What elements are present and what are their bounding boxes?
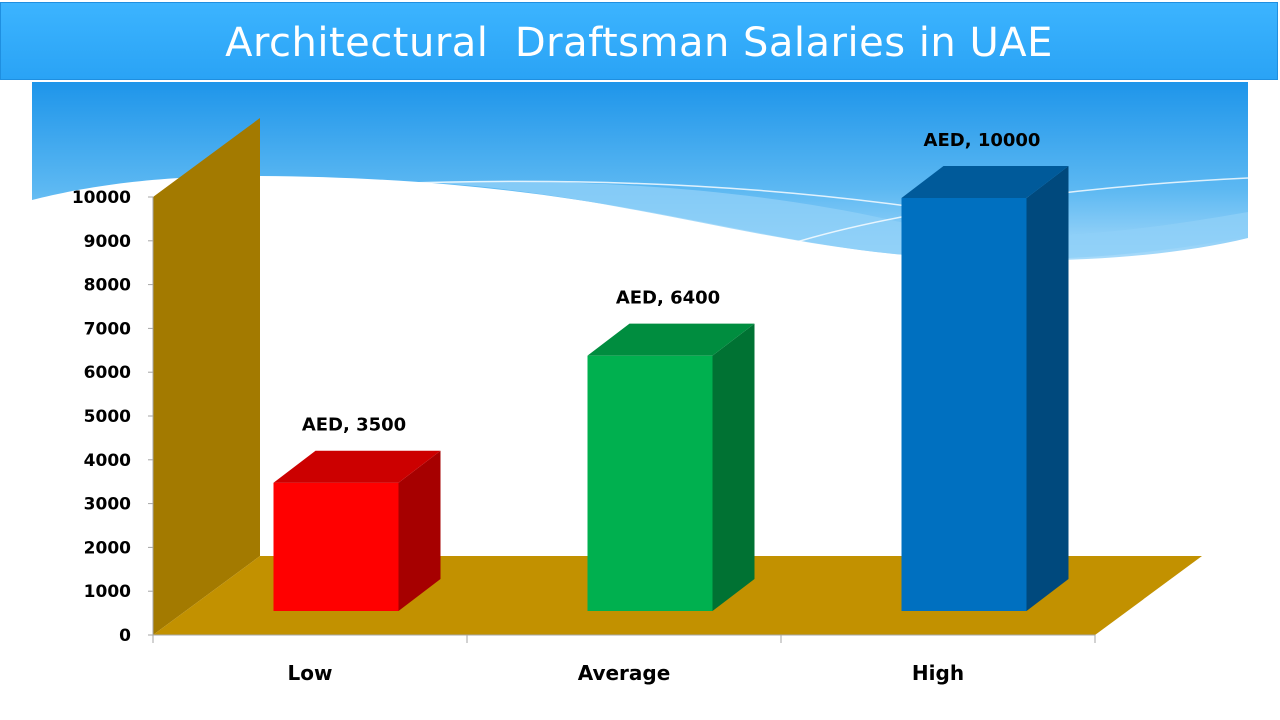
y-tick-label: 3000	[84, 495, 131, 515]
y-axis: 0 1000 2000 3000 4000 5000 6000 7000 8000 9000 100…	[72, 188, 154, 646]
bar-side	[1026, 166, 1069, 611]
x-category-label: Low	[288, 661, 333, 685]
bar-side	[712, 323, 755, 611]
bar-top	[587, 323, 755, 356]
chart-title: Architectural Draftsman Salaries in UAE	[225, 20, 1053, 66]
y-tick-label: 10000	[72, 188, 131, 208]
title-banner: Architectural Draftsman Salaries in UAE	[0, 2, 1278, 80]
y-tick-label: 6000	[84, 363, 131, 383]
y-tick-label: 8000	[84, 276, 131, 296]
bar-high: AED, 10000	[901, 130, 1069, 611]
data-label: AED, 10000	[924, 130, 1041, 151]
bars: AED, 3500 AED, 6400 AED, 10000	[273, 130, 1069, 611]
bar-average: AED, 6400	[587, 288, 755, 611]
y-tick-label: 7000	[84, 319, 131, 339]
x-category-label: Average	[578, 661, 671, 685]
bar-front	[901, 198, 1027, 611]
x-category-label: High	[912, 661, 964, 685]
bar-front	[587, 355, 713, 611]
y-tick-label: 1000	[84, 582, 131, 602]
bar-low: AED, 3500	[273, 415, 441, 611]
data-label: AED, 6400	[616, 288, 720, 309]
bar-side	[398, 450, 441, 611]
y-tick-label: 4000	[84, 451, 131, 471]
bar-top	[901, 166, 1069, 198]
y-tick-label: 2000	[84, 538, 131, 558]
y-tick-label: 0	[119, 626, 131, 646]
y-tick-label: 5000	[84, 407, 131, 427]
bar-front	[273, 482, 399, 611]
y-tick-label: 9000	[84, 232, 131, 252]
bar-top	[273, 450, 441, 483]
x-axis: Low Average High	[152, 634, 1096, 685]
back-wall	[153, 118, 260, 635]
data-label: AED, 3500	[302, 415, 406, 436]
